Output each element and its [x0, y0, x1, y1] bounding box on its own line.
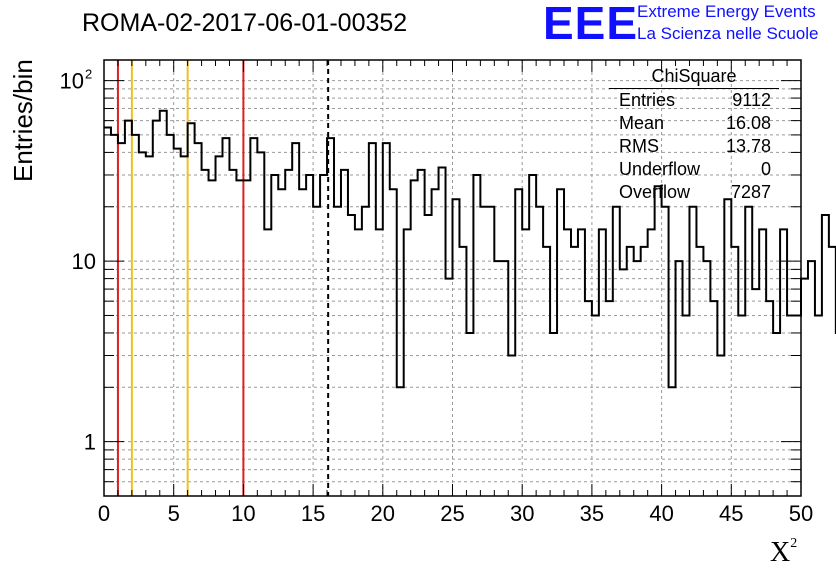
stats-label: Underflow — [619, 159, 701, 179]
x-axis-label-sup: 2 — [790, 536, 798, 551]
marker-lines — [116, 60, 330, 496]
x-tick-label: 40 — [649, 501, 673, 526]
stats-row: Overflow 7287 — [609, 181, 779, 204]
x-tick-label: 0 — [98, 501, 110, 526]
y-axis-label: Entries/bin — [8, 59, 38, 182]
eee-logo: EEE — [543, 0, 639, 49]
stats-label: RMS — [619, 136, 659, 156]
x-tick-label: 20 — [371, 501, 395, 526]
x-tick-label: 50 — [789, 501, 813, 526]
histogram-series — [104, 109, 836, 389]
stats-label: Overflow — [619, 182, 691, 202]
x-tick-label: 30 — [510, 501, 534, 526]
x-axis-label: X2 — [770, 536, 797, 569]
stats-row: Entries 9112 — [609, 89, 779, 112]
x-tick-label: 15 — [301, 501, 325, 526]
y-tick-label-exponent: 2 — [85, 67, 92, 82]
stats-row: Mean 16.08 — [609, 112, 779, 135]
logo-tagline-2: La Scienza nelle Scuole — [637, 24, 819, 43]
stats-value: 13.78 — [725, 136, 771, 156]
stats-value: 9112 — [732, 90, 771, 110]
x-axis-label-base: X — [770, 537, 791, 568]
stats-row: Underflow 0 — [609, 158, 779, 181]
stats-row: RMS 13.78 — [609, 135, 779, 158]
x-tick-label: 25 — [440, 501, 464, 526]
stats-label: Entries — [619, 90, 676, 110]
x-tick-label: 45 — [719, 501, 743, 526]
run-title: ROMA-02-2017-06-01-00352 — [82, 9, 408, 37]
y-tick-label: 10 — [72, 249, 96, 274]
stats-value: 16.08 — [725, 113, 771, 133]
stats-rows: Entries 9112 Mean 16.08 RMS 13.78 Underflow 0 Ov… — [609, 89, 779, 204]
x-tick-label: 10 — [231, 501, 255, 526]
histogram-line — [104, 109, 836, 389]
stats-title: ChiSquare — [609, 66, 779, 89]
y-tick-label: 1 — [84, 430, 96, 455]
stats-value: 0 — [760, 159, 771, 179]
y-tick-label: 10 — [60, 69, 84, 94]
logo-tagline-1: Extreme Energy Events — [637, 2, 816, 21]
x-tick-label: 5 — [168, 501, 180, 526]
x-tick-label: 35 — [580, 501, 604, 526]
axis-ticks — [103, 60, 802, 496]
stats-box: ChiSquare Entries 9112 Mean 16.08 RMS 13.78 Un… — [609, 66, 779, 204]
stats-label: Mean — [619, 113, 665, 133]
stats-value: 7287 — [730, 182, 771, 202]
